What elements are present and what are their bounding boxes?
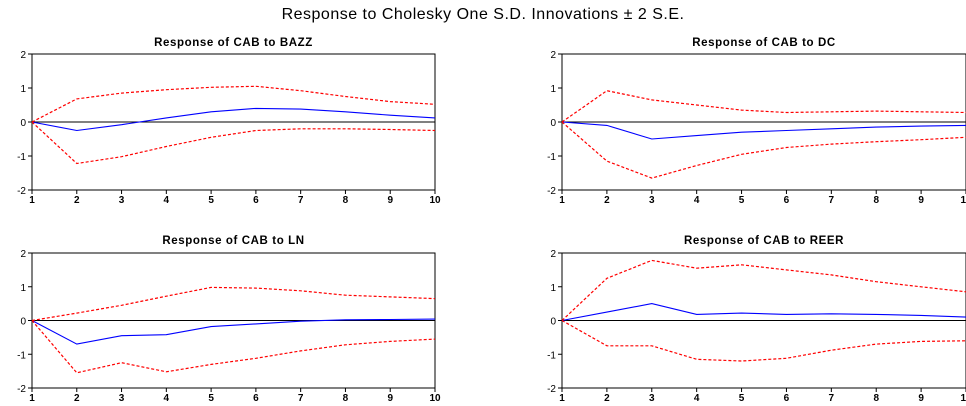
x-tick-label: 4 [694, 195, 700, 206]
y-tick-label: -2 [547, 384, 556, 395]
x-tick-label: 3 [119, 393, 125, 401]
lower-band-line [31, 121, 436, 165]
panel-title: Response of CAB to LN [162, 235, 304, 247]
x-tick-label: 9 [918, 393, 924, 401]
y-tick-label: 1 [550, 84, 556, 95]
x-tick-label: 5 [208, 393, 214, 401]
x-tick-label: 8 [873, 393, 879, 401]
x-tick-label: 2 [74, 195, 80, 206]
y-tick-label: -1 [547, 350, 556, 361]
x-tick-label: 1 [29, 393, 35, 401]
x-tick-label: 1 [29, 195, 35, 206]
x-tick-label: 3 [119, 195, 125, 206]
lower-band-line [561, 319, 966, 362]
x-tick-label: 7 [829, 195, 835, 206]
y-tick-label: -1 [547, 152, 556, 163]
x-tick-label: 3 [649, 393, 655, 401]
x-tick-label: 3 [649, 195, 655, 206]
x-tick-label: 6 [253, 393, 259, 401]
x-tick-label: 1 [559, 195, 565, 206]
x-tick-label: 4 [694, 393, 700, 401]
x-tick-label: 10 [960, 393, 966, 401]
x-tick-label: 1 [559, 393, 565, 401]
x-tick-label: 10 [429, 393, 441, 401]
x-tick-label: 10 [429, 195, 441, 206]
y-tick-label: 1 [20, 283, 26, 294]
response-line [561, 303, 966, 322]
x-tick-label: 10 [960, 195, 966, 206]
lower-band-line [31, 320, 436, 374]
y-tick-label: 0 [550, 118, 556, 129]
y-tick-label: 2 [20, 249, 26, 260]
x-tick-label: 5 [739, 195, 745, 206]
x-tick-label: 6 [784, 195, 790, 206]
x-tick-label: 8 [343, 195, 349, 206]
x-tick-label: 2 [74, 393, 80, 401]
x-tick-label: 2 [604, 195, 610, 206]
y-tick-label: 1 [20, 84, 26, 95]
response-line [561, 121, 966, 140]
y-tick-label: 0 [20, 118, 26, 129]
x-tick-label: 4 [164, 195, 170, 206]
y-tick-label: 0 [550, 317, 556, 328]
x-tick-label: 6 [253, 195, 259, 206]
x-tick-label: 7 [298, 393, 304, 401]
y-tick-label: 2 [550, 249, 556, 260]
panel-title: Response of CAB to REER [684, 235, 844, 247]
x-tick-label: 8 [873, 195, 879, 206]
x-tick-label: 8 [343, 393, 349, 401]
response-line [31, 107, 436, 132]
x-tick-label: 7 [298, 195, 304, 206]
y-tick-label: -2 [17, 186, 26, 197]
y-tick-label: -1 [17, 350, 26, 361]
x-tick-label: 6 [784, 393, 790, 401]
x-tick-label: 2 [604, 393, 610, 401]
y-tick-label: 2 [20, 50, 26, 61]
y-tick-label: 2 [550, 50, 556, 61]
x-tick-label: 7 [829, 393, 835, 401]
y-tick-label: -2 [547, 186, 556, 197]
y-tick-label: -1 [17, 152, 26, 163]
x-tick-label: 5 [208, 195, 214, 206]
panel-title: Response of CAB to DC [692, 37, 836, 49]
x-tick-label: 9 [387, 195, 393, 206]
upper-band-line [561, 259, 966, 321]
panel-title: Response of CAB to BAZZ [154, 37, 313, 49]
x-tick-label: 9 [918, 195, 924, 206]
upper-band-line [31, 85, 436, 123]
figure-title: Response to Cholesky One S.D. Innovation… [281, 6, 685, 23]
upper-band-line [561, 90, 966, 123]
y-tick-label: -2 [17, 384, 26, 395]
x-tick-label: 9 [387, 393, 393, 401]
x-tick-label: 5 [739, 393, 745, 401]
upper-band-line [31, 286, 436, 322]
response-line [31, 318, 436, 345]
y-tick-label: 0 [20, 317, 26, 328]
x-tick-label: 4 [164, 393, 170, 401]
y-tick-label: 1 [550, 283, 556, 294]
